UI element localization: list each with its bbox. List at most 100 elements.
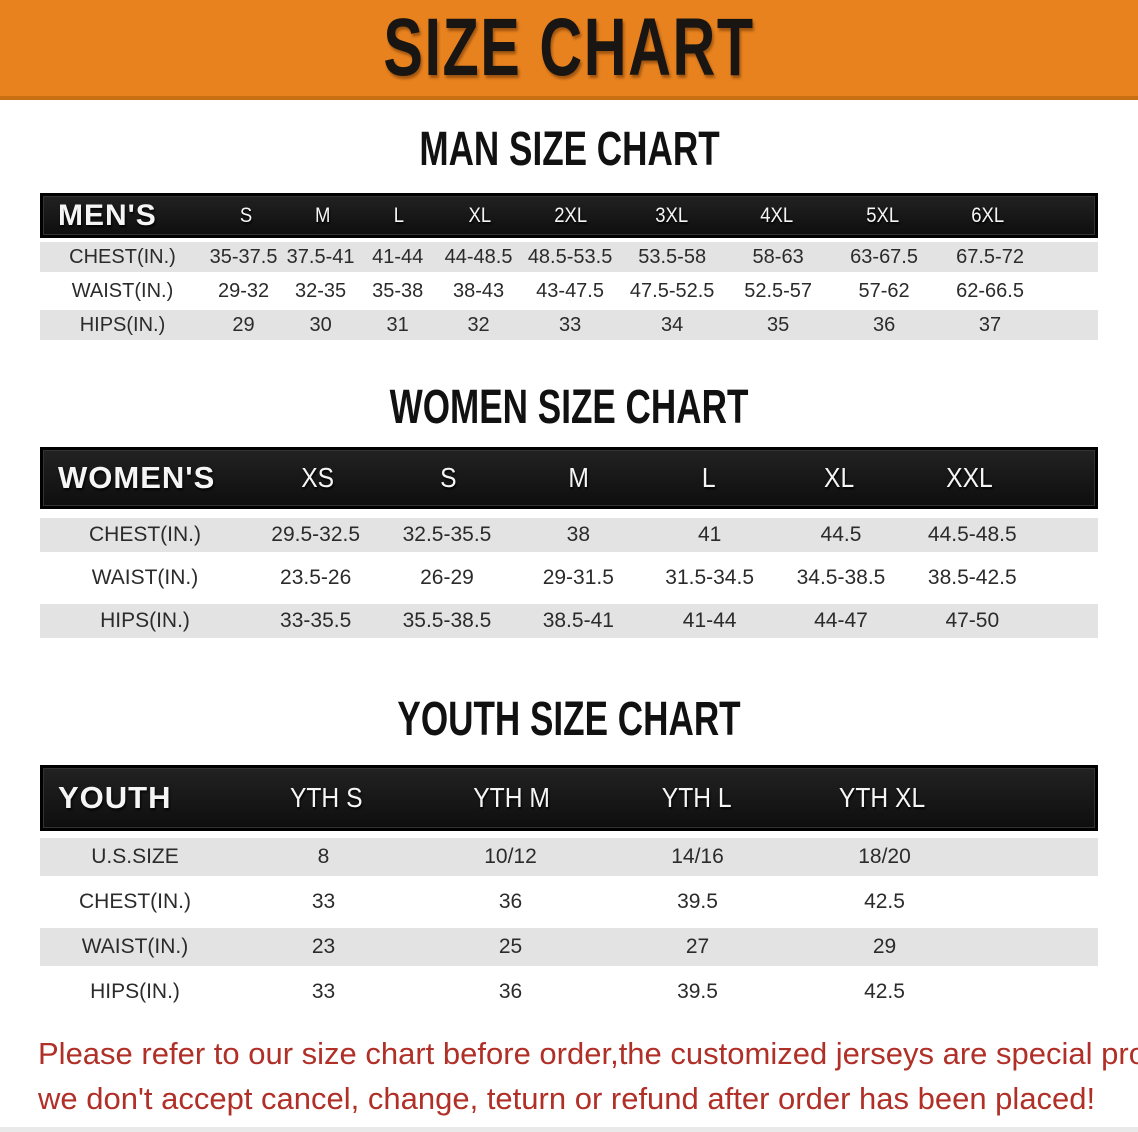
women-size-column-header-text: XXL [946,462,994,493]
men-size-value-cell-text: 52.5-57 [744,279,813,302]
men-size-value-cell-text: 37.5-41 [286,245,355,268]
youth-row-label: U.S.SIZE [40,845,230,869]
men-size-value-cell: 57-62 [831,280,937,303]
youth-table-row: CHEST(IN.) 33 36 39.5 42.5 [40,883,1098,921]
women-size-value-cell: 32.5-35.5 [381,523,512,547]
men-size-column-header-text: 5XL [865,203,899,227]
men-size-column-header-text: XL [468,203,491,227]
men-size-value-cell-text: 43-47.5 [536,279,604,302]
youth-table-row: U.S.SIZE 8 10/12 14/16 18/20 [40,838,1098,876]
men-size-value-cell: 44-48.5 [436,246,521,269]
youth-size-value-cell-text: 33 [311,980,336,1003]
youth-row-label: CHEST(IN.) [40,890,230,914]
men-table-row: CHEST(IN.) 35-37.5 37.5-41 41-44 44-48.5 48.5… [40,242,1098,272]
youth-size-value-cell: 8 [230,845,417,869]
men-size-value-cell-text: 57-62 [858,279,910,302]
men-size-value-cell: 37 [937,314,1043,337]
youth-table-header: YOUTH YTH S YTH M YTH L YTH XL [40,765,1098,831]
youth-row-label: WAIST(IN.) [40,935,230,959]
men-size-column-header: 2XL [522,204,620,228]
youth-section-heading-text: YOUTH SIZE CHART [397,690,741,747]
men-size-column-header: 3XL [619,204,724,228]
youth-size-value-cell-text: 14/16 [671,845,724,868]
men-size-value-cell: 36 [831,314,937,337]
disclaimer: Please refer to our size chart before or… [0,1031,1138,1121]
women-table-row: HIPS(IN.) 33-35.5 35.5-38.5 38.5-41 41-44 44-… [40,604,1098,638]
man-section-heading: MAN SIZE CHART [0,124,1138,173]
women-table-header: WOMEN'S XS S M L XL XXL [40,447,1098,509]
men-size-value-cell-text: 67.5-72 [956,245,1024,268]
men-size-value-cell: 52.5-57 [725,280,831,303]
women-size-column-header-text: XS [301,462,335,493]
men-row-label: HIPS(IN.) [40,314,205,337]
women-size-value-cell-text: 34.5-38.5 [796,566,886,589]
women-size-value-cell-text: 44.5-48.5 [927,523,1017,546]
men-table-row: HIPS(IN.) 29 30 31 32 33 34 35 36 37 [40,310,1098,340]
women-size-value-cell: 23.5-26 [250,566,381,590]
women-size-value-cell-text: 38 [566,523,590,546]
women-size-value-cell-text: 38.5-42.5 [927,566,1017,589]
women-size-column-header: XS [253,462,383,494]
youth-group-label-text: YOUTH [58,780,172,815]
youth-size-column-header: YTH L [604,782,790,814]
women-size-value-cell: 33-35.5 [250,609,381,633]
youth-row-label-text: HIPS(IN.) [90,980,180,1003]
men-size-value-cell: 43-47.5 [521,280,619,303]
youth-table-row: HIPS(IN.) 33 36 39.5 42.5 [40,973,1098,1011]
men-size-value-cell-text: 31 [386,313,409,336]
men-row-label: WAIST(IN.) [40,280,205,303]
men-row-label-text: HIPS(IN.) [79,313,166,336]
youth-size-column-header-text: YTH M [472,782,550,813]
youth-size-value-cell: 10/12 [417,845,604,869]
men-size-value-cell-text: 41-44 [372,245,424,268]
disclaimer-line-2: we don't accept cancel, change, teturn o… [38,1081,1096,1116]
youth-size-value-cell-text: 29 [872,935,897,958]
women-size-column-header: S [383,462,513,494]
youth-size-value-cell: 25 [417,935,604,959]
men-size-value-cell-text: 35 [767,313,790,336]
youth-row-label: HIPS(IN.) [40,980,230,1004]
women-size-value-cell: 44.5 [775,523,906,547]
men-size-value-cell-text: 29 [232,313,255,336]
banner: SIZE CHART [0,0,1138,100]
youth-size-column-header: YTH XL [790,782,976,814]
men-size-value-cell-text: 37 [978,313,1002,336]
men-size-table: MEN'S S M L XL 2XL 3XL 4XL 5XL 6XL CHEST(IN.) 35-37… [40,193,1098,340]
man-size-section: MAN SIZE CHART MEN'S S M L XL 2XL 3XL 4XL 5XL 6XL… [0,124,1138,340]
women-size-value-cell-text: 31.5-34.5 [665,566,755,589]
youth-size-value-cell: 39.5 [604,890,791,914]
men-size-value-cell-text: 32-35 [295,279,347,302]
youth-size-value-cell-text: 18/20 [858,845,911,868]
men-size-value-cell: 53.5-58 [619,246,725,269]
men-group-label-text: MEN'S [58,198,157,232]
youth-size-value-cell-text: 8 [317,845,330,868]
men-size-value-cell-text: 29-32 [217,279,270,302]
men-size-value-cell-text: 30 [309,313,332,336]
youth-size-column-header-text: YTH S [289,782,363,813]
men-size-value-cell: 41-44 [359,246,436,269]
women-size-value-cell: 41-44 [644,609,775,633]
men-size-value-cell-text: 63-67.5 [850,245,918,268]
men-size-value-cell-text: 35-38 [372,279,424,302]
women-size-value-cell-text: 32.5-35.5 [402,523,492,546]
men-size-value-cell: 67.5-72 [937,246,1043,269]
men-size-value-cell: 35-38 [359,280,436,303]
men-size-column-header-text: 4XL [760,203,794,227]
men-size-column-header: M [285,204,362,228]
women-size-value-cell: 47-50 [907,609,1038,633]
men-size-column-header: L [361,204,438,228]
men-size-value-cell-text: 38-43 [452,279,505,302]
men-size-column-header-text: L [394,203,405,227]
men-size-value-cell: 33 [521,314,619,337]
youth-size-section: YOUTH SIZE CHART YOUTH YTH S YTH M YTH L YTH… [0,690,1138,1011]
women-size-value-cell: 44.5-48.5 [907,523,1038,547]
women-size-value-cell: 38.5-42.5 [907,566,1038,590]
women-size-value-cell: 31.5-34.5 [644,566,775,590]
youth-size-value-cell: 42.5 [791,980,978,1004]
men-size-value-cell-text: 58-63 [752,245,804,268]
youth-row-label-text: U.S.SIZE [91,845,179,868]
men-size-value-cell-text: 34 [661,313,684,336]
women-size-value-cell: 38.5-41 [513,609,644,633]
women-group-label: WOMEN'S [43,460,253,496]
